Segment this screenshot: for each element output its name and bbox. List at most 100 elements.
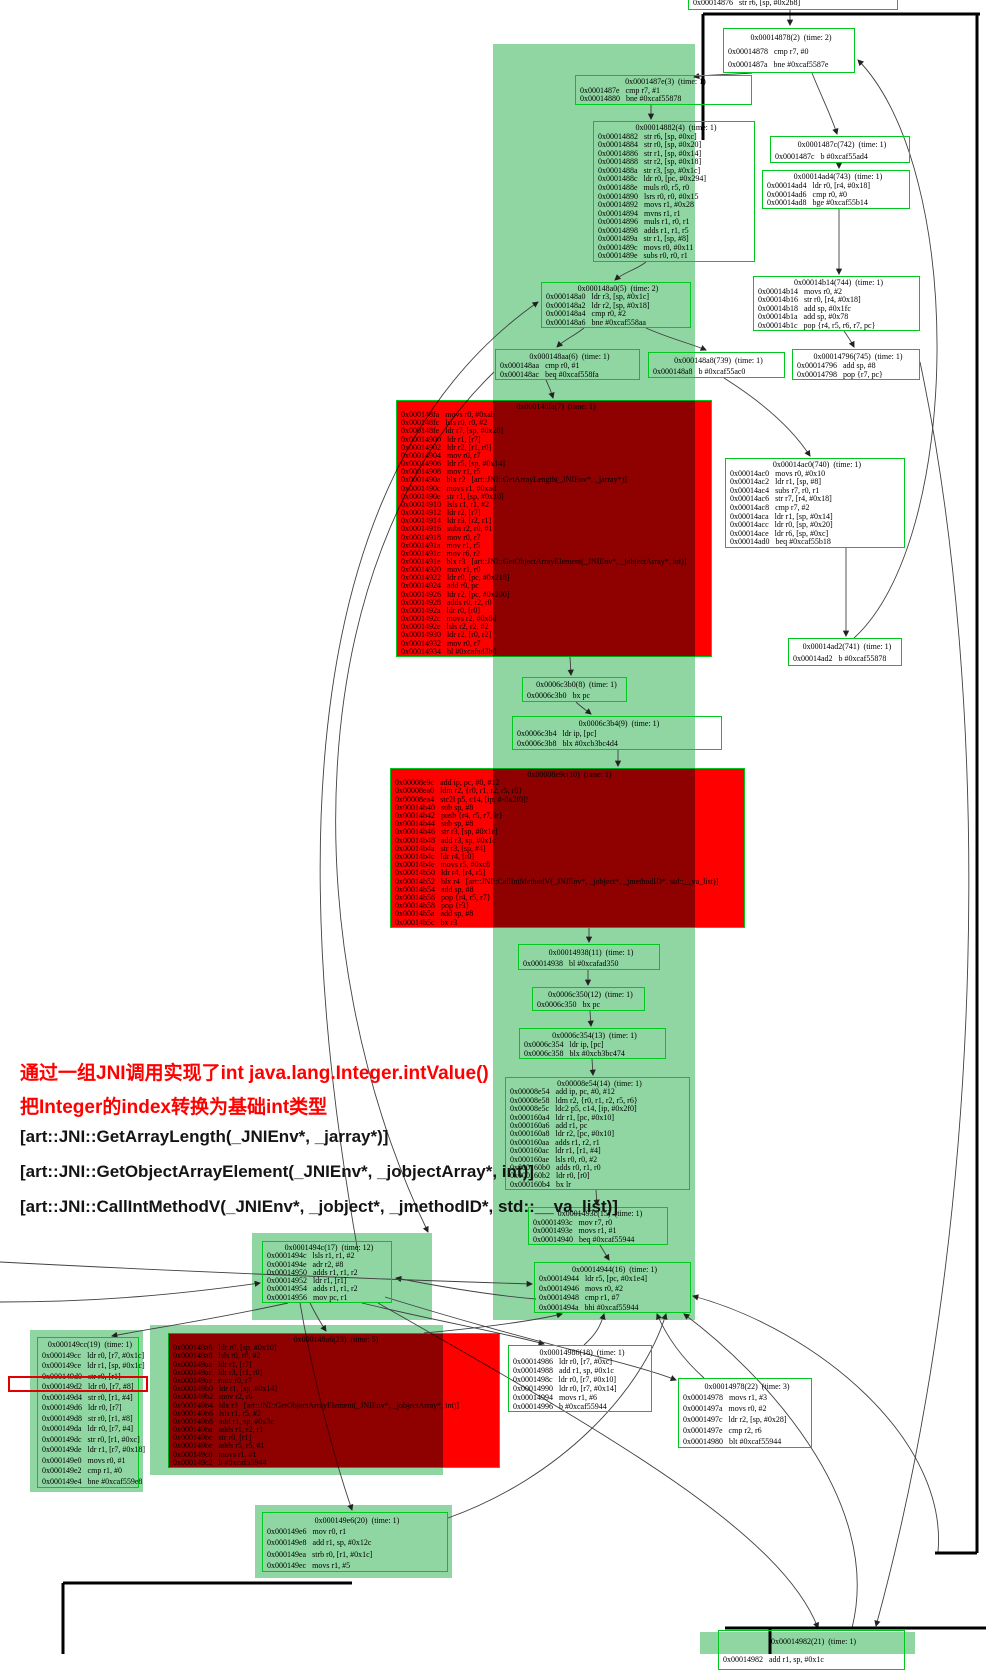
cfg-block-node-744[interactable]: 0x00014b14(744) (time: 1) 0x00014b14 movs… — [753, 276, 920, 331]
asm-line: 0x00014ad6 cmp r0, #0 — [767, 189, 847, 199]
asm-line: 0x0001492c movs r2, #0x8d — [401, 614, 497, 624]
asm-line: 0x000149ae mov r0, r7 — [173, 1375, 252, 1385]
cfg-block-node-4[interactable]: 0x00014882(4) (time: 1) 0x00014882 str r6… — [593, 121, 755, 262]
asm-line: 0x000148a6 bne #0xcaf558aa — [546, 317, 646, 327]
cluster-region-5 — [700, 1632, 915, 1654]
block-title: 0x000149a6(23) (time: 5) — [293, 1335, 379, 1344]
edge-8-to-9 — [575, 701, 592, 715]
asm-line: 0x00014918 mov r0, r7 — [401, 532, 481, 542]
asm-line: 0x00014ad4 ldr r0, [r4, #0x18] — [767, 180, 871, 190]
annotation-getobjectarrayelement: [art::JNI::GetObjectArrayElement(_JNIEnv… — [20, 1162, 534, 1181]
cfg-block-node-20[interactable]: 0x000149e6(20) (time: 1) 0x000149e6 mov r… — [262, 1512, 448, 1572]
asm-line: 0x000149d8 str r0, [r1, #8] — [42, 1413, 133, 1423]
cfg-block-node-745[interactable]: 0x00014796(745) (time: 1) 0x00014796 add … — [792, 349, 920, 380]
asm-line: 0x00014b4e movs r5, #0xc8 — [395, 860, 491, 870]
cluster-frame-lines — [61, 12, 986, 1654]
asm-line: 0x00014ac4 subs r7, r0, r1 — [730, 485, 820, 495]
cfg-block-node-10[interactable]: 0x00008e9c(10) (time: 1) 0x00008e9c add i… — [390, 768, 745, 928]
asm-line: 0x00014892 movs r1, #0x28 — [598, 200, 694, 210]
asm-line: 0x00014882 str r6, [sp, #0xc] — [598, 131, 697, 141]
asm-line: 0x000149ec movs r1, #5 — [267, 1560, 351, 1570]
asm-line: 0x00014930 ldr r2, [r0, r2] — [401, 630, 492, 640]
asm-line: 0x0001490c movs r1, #0xad — [401, 483, 497, 493]
cfg-block-node-19[interactable]: 0x000149cc(19) (time: 1) 0x000149cc ldr r… — [37, 1337, 145, 1488]
asm-line: 0x00014acc ldr r0, [sp, #0x20] — [730, 520, 833, 530]
asm-line: 0x00008ea0 ldm r2, {r0, r1, r2, r5, r8} — [395, 786, 523, 796]
annotation-jni-summary: 通过一组JNI调用实现了int java.lang.Integer.intVal… — [20, 1063, 489, 1084]
asm-line: 0x0001491e blx r3 [art::JNI::GetObjectAr… — [401, 556, 687, 566]
asm-line: 0x00014884 str r0, [sp, #0x20] — [598, 140, 702, 150]
asm-line: 0x000149e2 cmp r1, #0 — [42, 1466, 122, 1475]
asm-line: 0x000160a8 ldr r2, [pc, #0x10] — [510, 1129, 614, 1139]
asm-line: 0x000148a4 cmp r0, #2 — [546, 309, 626, 319]
asm-line: 0x000149e8 add r1, sp, #0x12c — [267, 1538, 372, 1548]
asm-line: 0x00014904 mov r0, r7 — [401, 450, 481, 460]
asm-line: 0x0001490a blx r2 [art::JNI::GetArrayLen… — [401, 475, 627, 485]
cfg-block-node-17[interactable]: 0x0001494c(17) (time: 12) 0x0001494c lsls… — [262, 1241, 392, 1303]
asm-line: 0x0001492e lsls r2, r2, #2 — [401, 622, 489, 632]
asm-line: 0x000148fc lsls r0, r0, #2 — [401, 418, 488, 428]
cfg-block-node-12[interactable]: 0x0006c350(12) (time: 1) 0x0006c350 bx pc — [532, 987, 645, 1011]
cfg-block-node-21[interactable]: 0x00014982(21) (time: 1) 0x00014982 add r… — [718, 1630, 905, 1670]
cfg-block-node-5[interactable]: 0x000148a0(5) (time: 2) 0x000148a0 ldr r3… — [541, 282, 691, 328]
asm-line: 0x000149e4 bne #0xcaf559e8 — [42, 1476, 143, 1486]
asm-line: 0x000149d2 ldr r0, [r7, #8] — [42, 1382, 134, 1391]
cfg-block-node-14[interactable]: 0x00008e54(14) (time: 1) 0x00008e54 add i… — [505, 1077, 690, 1190]
cfg-block-node-741[interactable]: 0x00014ad2(741) (time: 1) 0x00014ad2 b #0… — [788, 638, 902, 666]
cfg-block-node-1[interactable]: 0x00014876 str r6, [sp, #0x2b8] — [688, 0, 898, 10]
cfg-block-node-22[interactable]: 0x00014978(22) (time: 3) 0x00014978 movs … — [678, 1378, 812, 1448]
cluster-region-0 — [493, 44, 695, 1320]
cfg-block-node-13[interactable]: 0x0006c354(13) (time: 1) 0x0006c354 ldr i… — [519, 1028, 666, 1059]
asm-line: 0x00014880 bne #0xcaf55878 — [580, 94, 682, 104]
edge-23-to-16 — [423, 1312, 563, 1334]
cfg-block-node-739[interactable]: 0x000148a8(739) (time: 1) 0x000148a8 b #0… — [648, 352, 785, 378]
asm-line: 0x00014952 ldr r1, [r1] — [267, 1276, 347, 1286]
cfg-block-node-6[interactable]: 0x000148aa(6) (time: 1) 0x000148aa cmp r0… — [495, 349, 640, 380]
asm-line: 0x00014886 str r1, [sp, #0x14] — [598, 148, 702, 158]
annotation-callintmethodv: [art::JNI::CallIntMethodV(_JNIEnv*, _job… — [20, 1197, 618, 1216]
asm-line: 0x00014b14 movs r0, #2 — [758, 286, 842, 296]
asm-line: 0x00014ad8 bge #0xcaf55b14 — [767, 198, 868, 208]
block-title: 0x000149cc(19) (time: 1) — [47, 1340, 133, 1349]
cfg-block-node-740[interactable]: 0x00014ac0(740) (time: 1) 0x00014ac0 movs… — [725, 458, 905, 548]
asm-line: 0x000149be adds r5, r5, #1 — [173, 1441, 265, 1451]
cfg-block-node-7[interactable]: 0x000148fa(7) (time: 1) 0x000148fa movs r… — [396, 400, 712, 657]
asm-line: 0x0001497c ldr r2, [sp, #0x28] — [683, 1415, 787, 1424]
asm-line: 0x0001488c ldr r0, [pc, #0x294] — [598, 174, 706, 184]
cfg-block-node-23[interactable]: 0x000149a6(23) (time: 5) 0x000149a6 ldr r… — [168, 1333, 500, 1468]
edge-744-to-21 — [874, 361, 970, 1627]
block-title: 0x00014938(11) (time: 1) — [548, 948, 634, 957]
block-title: 0x0006c3b4(9) (time: 1) — [578, 719, 660, 728]
cfg-block-node-8[interactable]: 0x0006c3b0(8) (time: 1) 0x0006c3b0 bx pc — [522, 677, 627, 702]
asm-line: 0x00014978 movs r1, #3 — [683, 1393, 767, 1402]
cfg-block-node-18[interactable]: 0x00014986(18) (time: 1) 0x00014986 ldr r… — [508, 1345, 652, 1412]
cfg-block-node-15[interactable]: 0x0001493c(15) (time: 1) 0x0001493c mov r… — [528, 1207, 668, 1245]
block-title: 0x0006c354(13) (time: 1) — [552, 1031, 637, 1040]
cfg-block-node-11[interactable]: 0x00014938(11) (time: 1) 0x00014938 bl #0… — [518, 944, 660, 970]
block-title: 0x00014882(4) (time: 1) — [635, 123, 717, 132]
cfg-block-node-16[interactable]: 0x00014944(16) (time: 1) 0x00014944 ldr r… — [534, 1262, 691, 1313]
asm-line: 0x0001488a str r3, [sp, #0x1c] — [598, 165, 701, 175]
asm-line: 0x0001490e str r1, [sp, #0x10] — [401, 491, 504, 501]
cluster-region-2 — [30, 1330, 143, 1492]
asm-line: 0x00014b5c bx r3 — [395, 917, 458, 927]
asm-line: 0x00014906 ldr r5, [sp, #0x14] — [401, 459, 505, 469]
asm-line: 0x0001487a bne #0xcaf5587e — [728, 60, 829, 70]
edge-15-to-16 — [599, 1244, 610, 1261]
annotation-integer-convert: 把Integer的index转换为基础int类型 — [20, 1097, 328, 1118]
cfg-block-node-9[interactable]: 0x0006c3b4(9) (time: 1) 0x0006c3b4 ldr ip… — [512, 716, 722, 750]
cfg-block-node-743[interactable]: 0x00014ad4(743) (time: 1) 0x00014ad4 ldr … — [762, 170, 910, 209]
cfg-block-node-3[interactable]: 0x0001487e(3) (time: 1) 0x0001487e cmp r7… — [575, 75, 752, 105]
asm-line: 0x000160b2 ldr r0, [r0] — [510, 1171, 590, 1181]
annotation-getarraylength: [art::JNI::GetArrayLength(_JNIEnv*, _jar… — [20, 1127, 389, 1146]
asm-line: 0x000149e6 mov r0, r1 — [267, 1527, 347, 1537]
cfg-block-node-742[interactable]: 0x0001487c(742) (time: 1) 0x0001487c b #0… — [770, 136, 910, 163]
asm-line: 0x000148fe ldr r7, [sp, #0x20] — [401, 426, 504, 436]
asm-line: 0x0001489c movs r0, #0x11 — [598, 242, 694, 252]
block-title: 0x000148a8(739) (time: 1) — [674, 356, 763, 365]
asm-line: 0x00014ac0 movs r0, #0x10 — [730, 468, 826, 478]
cfg-block-node-2[interactable]: 0x00014878(2) (time: 2) 0x00014878 cmp r7… — [723, 28, 855, 73]
asm-line: 0x00014980 blt #0xcaf55944 — [683, 1437, 782, 1446]
asm-line: 0x00014898 adds r1, r1, r5 — [598, 225, 689, 235]
